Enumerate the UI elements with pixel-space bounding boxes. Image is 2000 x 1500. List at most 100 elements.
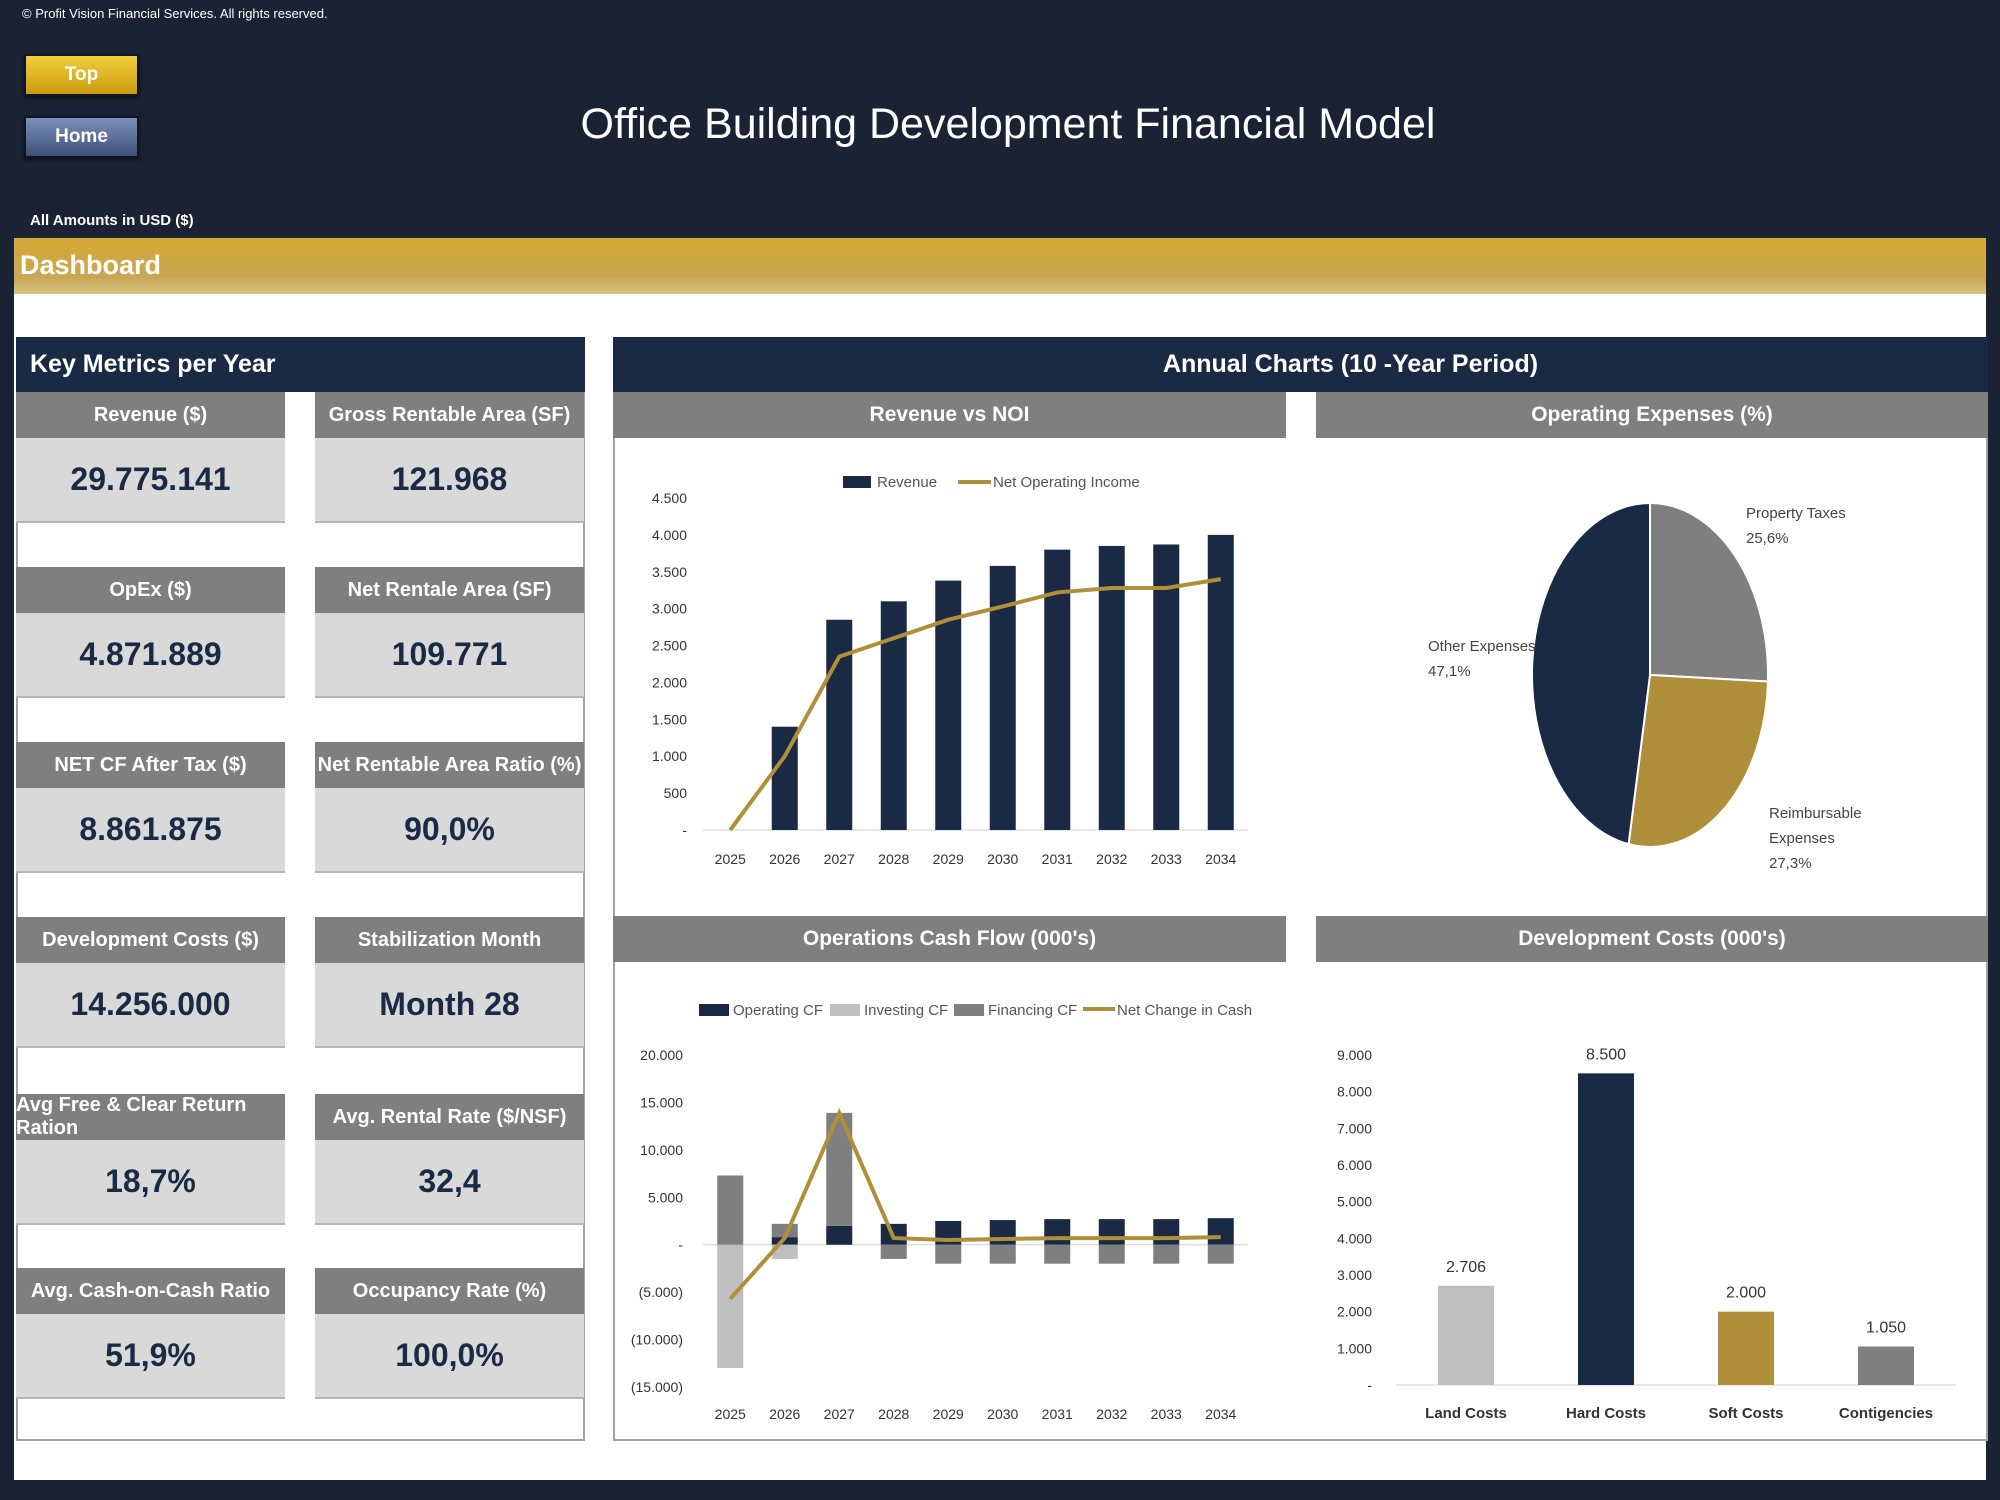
y-tick-label: (15.000) xyxy=(631,1379,683,1395)
pie-label-name: Property Taxes xyxy=(1746,505,1846,522)
devcost-bar xyxy=(1718,1311,1774,1385)
cashflow-bar xyxy=(1153,1244,1180,1264)
metric-value: 121.968 xyxy=(315,438,584,523)
legend-label: Net Change in Cash xyxy=(1117,1002,1252,1019)
devcost-bar xyxy=(1858,1346,1914,1385)
revenue-noi-chart-title: Revenue vs NOI xyxy=(613,392,1286,438)
revenue-bar xyxy=(1098,545,1125,830)
y-tick-label: 3.000 xyxy=(1337,1267,1372,1283)
metric-value: Month 28 xyxy=(315,963,584,1048)
legend-label-revenue: Revenue xyxy=(877,474,937,491)
devcost-bar xyxy=(1578,1073,1634,1385)
metric-value: 14.256.000 xyxy=(16,963,285,1048)
cashflow-bar xyxy=(1098,1244,1125,1264)
y-tick-label: 2.500 xyxy=(652,638,687,654)
x-tick-label: 2030 xyxy=(987,851,1018,867)
y-tick-label: 10.000 xyxy=(640,1142,683,1158)
cashflow-bar xyxy=(935,1244,962,1264)
pie-label-name: Other Expenses xyxy=(1428,638,1536,655)
y-tick-label: 20.000 xyxy=(640,1047,683,1063)
data-label: 2.706 xyxy=(1446,1259,1486,1276)
x-tick-label: 2031 xyxy=(1042,1406,1073,1422)
cashflow-bar xyxy=(1207,1244,1234,1264)
y-tick-label: 1.500 xyxy=(652,711,687,727)
pie-label-value: 47,1% xyxy=(1428,663,1471,680)
x-tick-label: Hard Costs xyxy=(1566,1405,1646,1422)
cashflow-chart-title: Operations Cash Flow (000's) xyxy=(613,916,1286,962)
home-button[interactable]: Home xyxy=(24,116,139,158)
cashflow-bar xyxy=(1044,1244,1071,1264)
top-button[interactable]: Top xyxy=(24,54,139,96)
x-tick-label: 2025 xyxy=(715,851,746,867)
x-tick-label: 2028 xyxy=(878,1406,909,1422)
x-tick-label: 2028 xyxy=(878,851,909,867)
revenue-noi-chart: - 500 1.000 1.500 2.000 2.500 3.000 3.500 4.000 4… xyxy=(652,474,1248,867)
y-tick-label: 2.000 xyxy=(1337,1304,1372,1320)
metric-value: 18,7% xyxy=(16,1140,285,1225)
x-tick-label: 2033 xyxy=(1151,851,1182,867)
pie-slice xyxy=(1627,673,1769,848)
x-tick-label: Soft Costs xyxy=(1709,1405,1784,1422)
metric-value: 100,0% xyxy=(315,1314,584,1399)
x-tick-label: 2027 xyxy=(824,1406,855,1422)
legend-label: Operating CF xyxy=(733,1002,823,1019)
x-tick-label: 2031 xyxy=(1042,851,1073,867)
devcosts-chart-title: Development Costs (000's) xyxy=(1316,916,1988,962)
y-tick-label: 1.000 xyxy=(1337,1340,1372,1356)
data-label: 8.500 xyxy=(1586,1046,1626,1063)
cashflow-chart: (15.000) (10.000) (5.000) - 5.000 10.000 15.00… xyxy=(631,1002,1252,1422)
metric-value: 32,4 xyxy=(315,1140,584,1225)
cashflow-bar xyxy=(717,1244,744,1369)
pie-label-value: 25,6% xyxy=(1746,530,1789,547)
net-change-line xyxy=(728,1107,1221,1301)
noi-line xyxy=(728,577,1222,832)
y-tick-label: 6.000 xyxy=(1337,1157,1372,1173)
y-tick-label: 9.000 xyxy=(1337,1047,1372,1063)
pie-label-value: 27,3% xyxy=(1769,855,1812,872)
metric-label: Avg. Rental Rate ($/NSF) xyxy=(315,1094,584,1140)
metric-label: Avg. Cash-on-Cash Ratio xyxy=(16,1268,285,1314)
y-tick-label: (10.000) xyxy=(631,1332,683,1348)
legend-swatch xyxy=(699,1004,729,1016)
key-metrics-header: Key Metrics per Year xyxy=(16,337,585,392)
legend-label: Financing CF xyxy=(988,1002,1077,1019)
y-tick-label: 5.000 xyxy=(648,1189,683,1205)
revenue-bar xyxy=(1207,534,1234,830)
y-tick-label: 5.000 xyxy=(1337,1194,1372,1210)
pie-slice xyxy=(1530,501,1651,846)
y-tick-label: 1.000 xyxy=(652,748,687,764)
y-tick-label: 15.000 xyxy=(640,1094,683,1110)
cashflow-bar xyxy=(880,1244,907,1259)
y-tick-label: 3.000 xyxy=(652,601,687,617)
metric-label: NET CF After Tax ($) xyxy=(16,742,285,788)
cashflow-bar xyxy=(1098,1219,1125,1245)
metric-value: 51,9% xyxy=(16,1314,285,1399)
y-tick-label: 4.000 xyxy=(1337,1230,1372,1246)
y-tick-label: 7.000 xyxy=(1337,1120,1372,1136)
opex-chart-title: Operating Expenses (%) xyxy=(1316,392,1988,438)
annual-charts-card xyxy=(613,337,1988,1441)
metric-value: 8.861.875 xyxy=(16,788,285,873)
revenue-bar xyxy=(1153,544,1180,830)
metric-value: 90,0% xyxy=(315,788,584,873)
legend-label: Investing CF xyxy=(864,1002,948,1019)
cashflow-bar xyxy=(989,1244,1016,1264)
opex-pie-chart: Property Taxes 25,6% Reimbursable Expenses 2… xyxy=(1428,501,1862,872)
y-tick-label: - xyxy=(682,822,687,838)
x-tick-label: 2026 xyxy=(769,1406,800,1422)
amounts-note: All Amounts in USD ($) xyxy=(30,212,194,229)
x-tick-label: 2034 xyxy=(1205,1406,1236,1422)
legend-swatch-revenue xyxy=(843,476,871,488)
x-tick-label: 2027 xyxy=(824,851,855,867)
y-tick-label: - xyxy=(678,1237,683,1253)
x-tick-label: 2029 xyxy=(933,851,964,867)
y-tick-label: 4.500 xyxy=(652,490,687,506)
revenue-bar xyxy=(826,619,853,830)
metric-value: 109.771 xyxy=(315,613,584,698)
cashflow-bar xyxy=(1044,1219,1071,1245)
metric-value: 4.871.889 xyxy=(16,613,285,698)
data-label: 1.050 xyxy=(1866,1320,1906,1337)
x-tick-label: 2025 xyxy=(715,1406,746,1422)
x-tick-label: Contigencies xyxy=(1839,1405,1933,1422)
metric-label: Stabilization Month xyxy=(315,917,584,963)
